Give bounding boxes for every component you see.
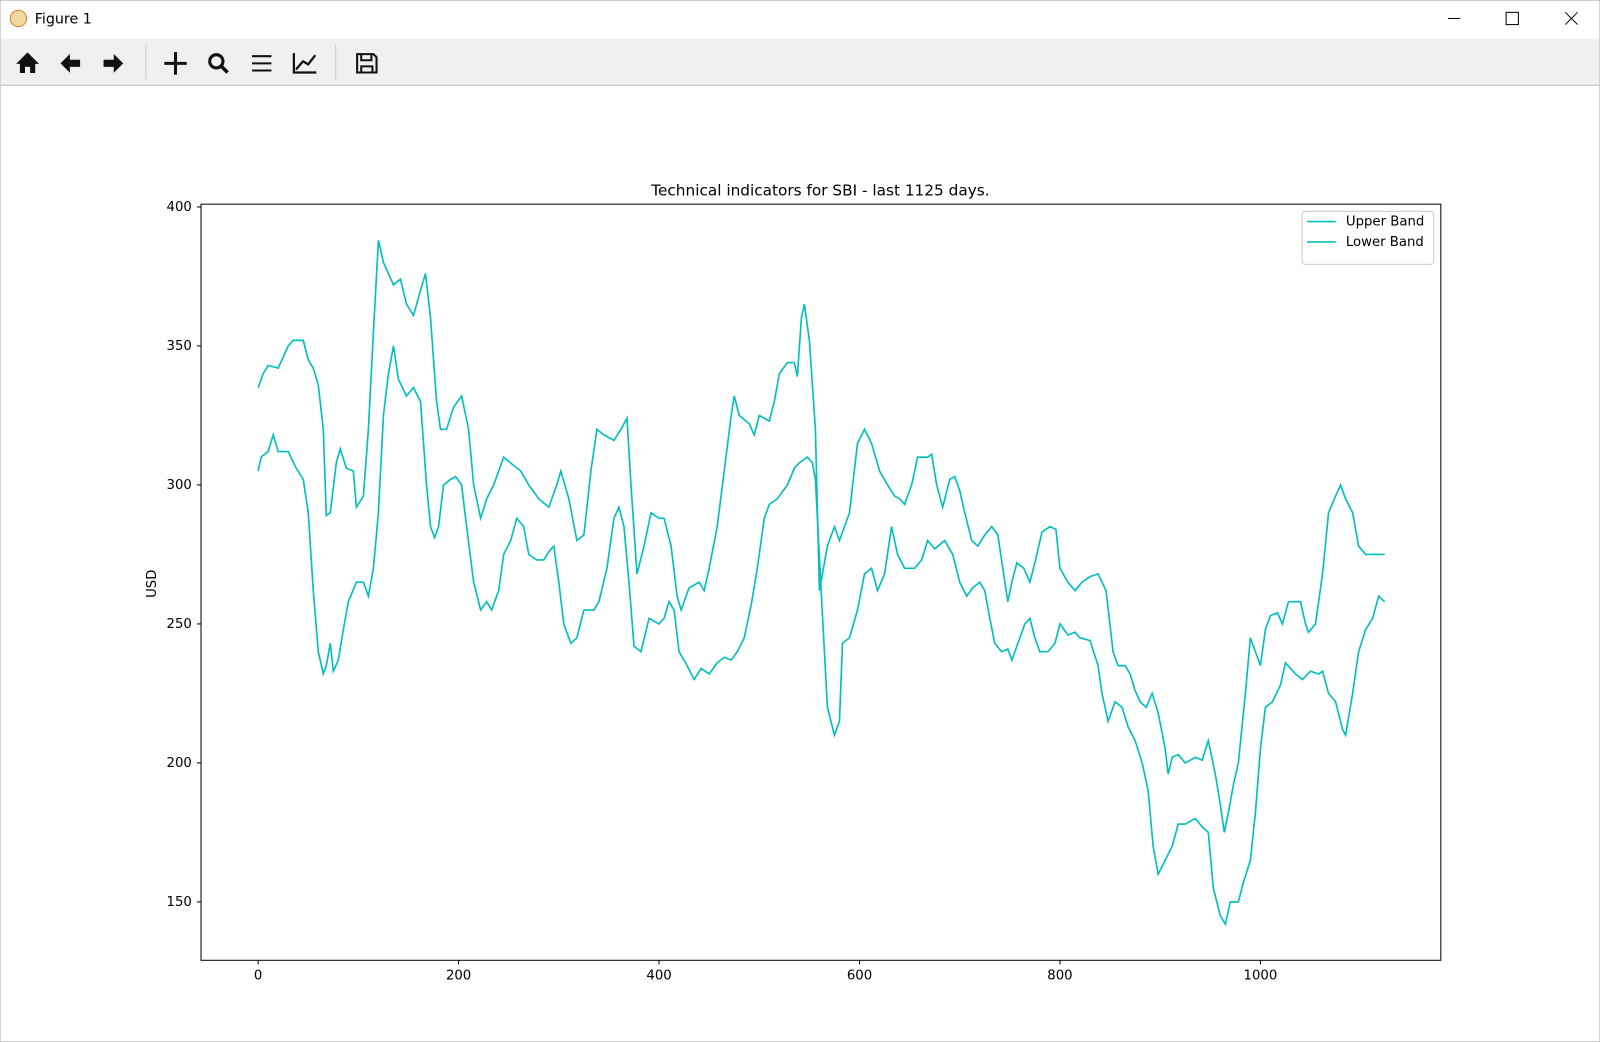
x-tick-label: 400 [646,969,671,984]
legend-label: Upper Band [1346,215,1424,230]
y-tick-label: 250 [167,617,192,632]
home-button[interactable] [16,52,39,74]
x-tick-label: 1000 [1244,969,1278,984]
chart-title: Technical indicators for SBI - last 1125… [650,181,989,199]
toolbar-icons [16,44,378,80]
legend-box [1301,210,1435,265]
window-title: Figure 1 [35,11,92,27]
x-tick-label: 800 [1047,969,1072,984]
x-tick-label: 200 [446,969,471,984]
back-button[interactable] [60,53,81,73]
y-tick-label: 200 [167,756,192,771]
y-axis-label: USD [145,570,160,598]
maximize-button[interactable] [1505,11,1519,26]
line-series [257,345,1386,927]
axes-button[interactable] [292,53,317,74]
configure-button[interactable] [252,55,272,72]
y-tick-label: 350 [167,339,192,354]
x-tick-label: 600 [847,969,872,984]
pan-button[interactable] [164,52,187,75]
toolbar [1,38,1599,85]
y-tick-label: 300 [167,478,192,493]
line-series [257,240,1385,833]
zoom-button[interactable] [208,53,225,70]
save-button[interactable] [356,53,378,74]
app-icon [9,9,28,28]
x-tick-label: 0 [254,969,262,984]
legend-label: Lower Band [1346,235,1424,250]
zoom-handle [220,65,229,74]
forward-button[interactable] [103,53,124,73]
y-tick-label: 150 [167,895,192,910]
y-tick-label: 400 [167,200,192,215]
title-bar: Figure 1 [9,9,1578,28]
close-button[interactable] [1564,11,1578,25]
